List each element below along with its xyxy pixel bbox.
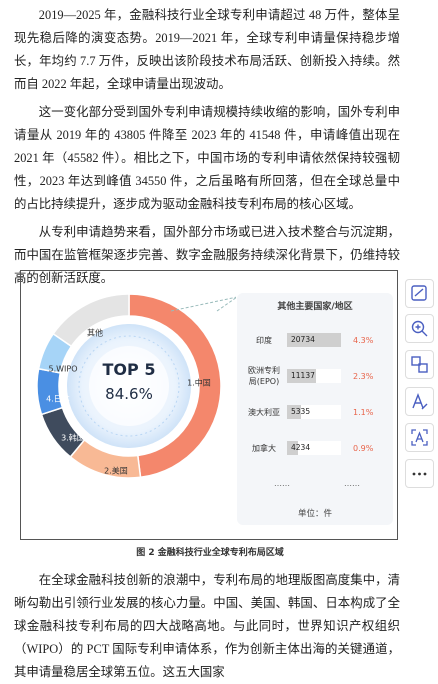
bar	[287, 405, 301, 419]
segment-label: 5.WIPO	[48, 365, 77, 374]
figure-caption: 图 2 金融科技行业全球专利布局区域	[136, 548, 284, 558]
row-name: 加拿大	[252, 443, 276, 453]
inner-core	[89, 346, 169, 426]
row-count: 20734	[291, 335, 315, 344]
row-name: 欧洲专利局(EPO)	[248, 366, 280, 386]
panel-row: 欧洲专利局(EPO) 11137 2.3%	[245, 361, 390, 391]
ellipsis: ……	[274, 479, 290, 488]
paragraph: 在全球金融科技创新的浪潮中，专利布局的地理版图高度集中，清晰勾勒出引领行业发展的…	[14, 573, 400, 679]
side-panel: 其他主要国家/地区 印度 20734 4.3% 欧洲专利局(EPO) 11137 2.3%…	[237, 293, 393, 525]
bar-track: 20734	[287, 333, 341, 347]
bar-track: 11137	[287, 369, 341, 383]
row-share: 1.1%	[353, 407, 374, 417]
segment-label: 1.中国	[187, 378, 211, 388]
bar	[287, 369, 316, 383]
ellipsis: ……	[344, 479, 360, 488]
connector	[170, 296, 236, 312]
segment-label: 3.韩国	[61, 433, 85, 443]
bar	[287, 333, 341, 347]
row-name: 印度	[256, 335, 272, 345]
row-count: 5335	[291, 407, 311, 416]
center-title: TOP 5	[103, 360, 156, 379]
segment-label: 4.日本	[46, 394, 70, 404]
segment-label: 其他	[87, 328, 103, 338]
panel-row: 印度 20734 4.3%	[245, 325, 390, 355]
row-count: 11137	[291, 371, 315, 380]
tool-button[interactable]	[405, 387, 434, 416]
center-value: 84.6%	[105, 385, 153, 403]
donut-segment	[52, 293, 130, 348]
row-name: 澳大利亚	[248, 407, 280, 417]
row-share: 0.9%	[353, 443, 374, 453]
tool-button[interactable]	[405, 314, 434, 343]
bar-track: 4234	[287, 441, 341, 455]
tool-button[interactable]	[405, 459, 434, 488]
row-count: 4234	[291, 443, 311, 452]
inner-ring	[78, 335, 180, 437]
figure: TOP 5 84.6% 1.中国 2.美国 3.韩国 4.日本 5.WIPO 其他 其他主…	[20, 270, 398, 540]
panel-title: 其他主要国家/地区	[277, 302, 353, 312]
segment-label: 2.美国	[104, 466, 128, 476]
donut-chart: TOP 5 84.6% 1.中国 2.美国 3.韩国 4.日本 5.WIPO 其他	[36, 293, 236, 479]
tool-button[interactable]	[405, 279, 434, 308]
connector	[216, 297, 236, 312]
tool-button[interactable]	[405, 423, 434, 452]
row-share: 4.3%	[353, 335, 374, 345]
panel-row: 澳大利亚 5335 1.1%	[245, 397, 390, 427]
tool-button[interactable]	[405, 350, 434, 379]
paragraph: 从专利申请趋势来看，国外部分市场或已进入技术整合与沉淀期，而中国在监管框架逐步完…	[14, 225, 400, 285]
page: 2019—2025 年，金融科技行业全球专利申请超过 48 万件，整体呈现先稳后…	[14, 8, 434, 679]
paragraph: 这一变化部分受到国外专利申请规模持续收缩的影响，国外专利申请量从 2019 年的…	[14, 105, 400, 211]
donut-segment	[36, 367, 64, 416]
paragraph: 2019—2025 年，金融科技行业全球专利申请超过 48 万件，整体呈现先稳后…	[14, 8, 400, 91]
bar	[287, 441, 299, 455]
bar-track: 5335	[287, 405, 341, 419]
unit-label: 单位：件	[297, 509, 332, 519]
row-share: 2.3%	[353, 371, 374, 381]
panel-row: 加拿大 4234 0.9%	[245, 433, 390, 463]
